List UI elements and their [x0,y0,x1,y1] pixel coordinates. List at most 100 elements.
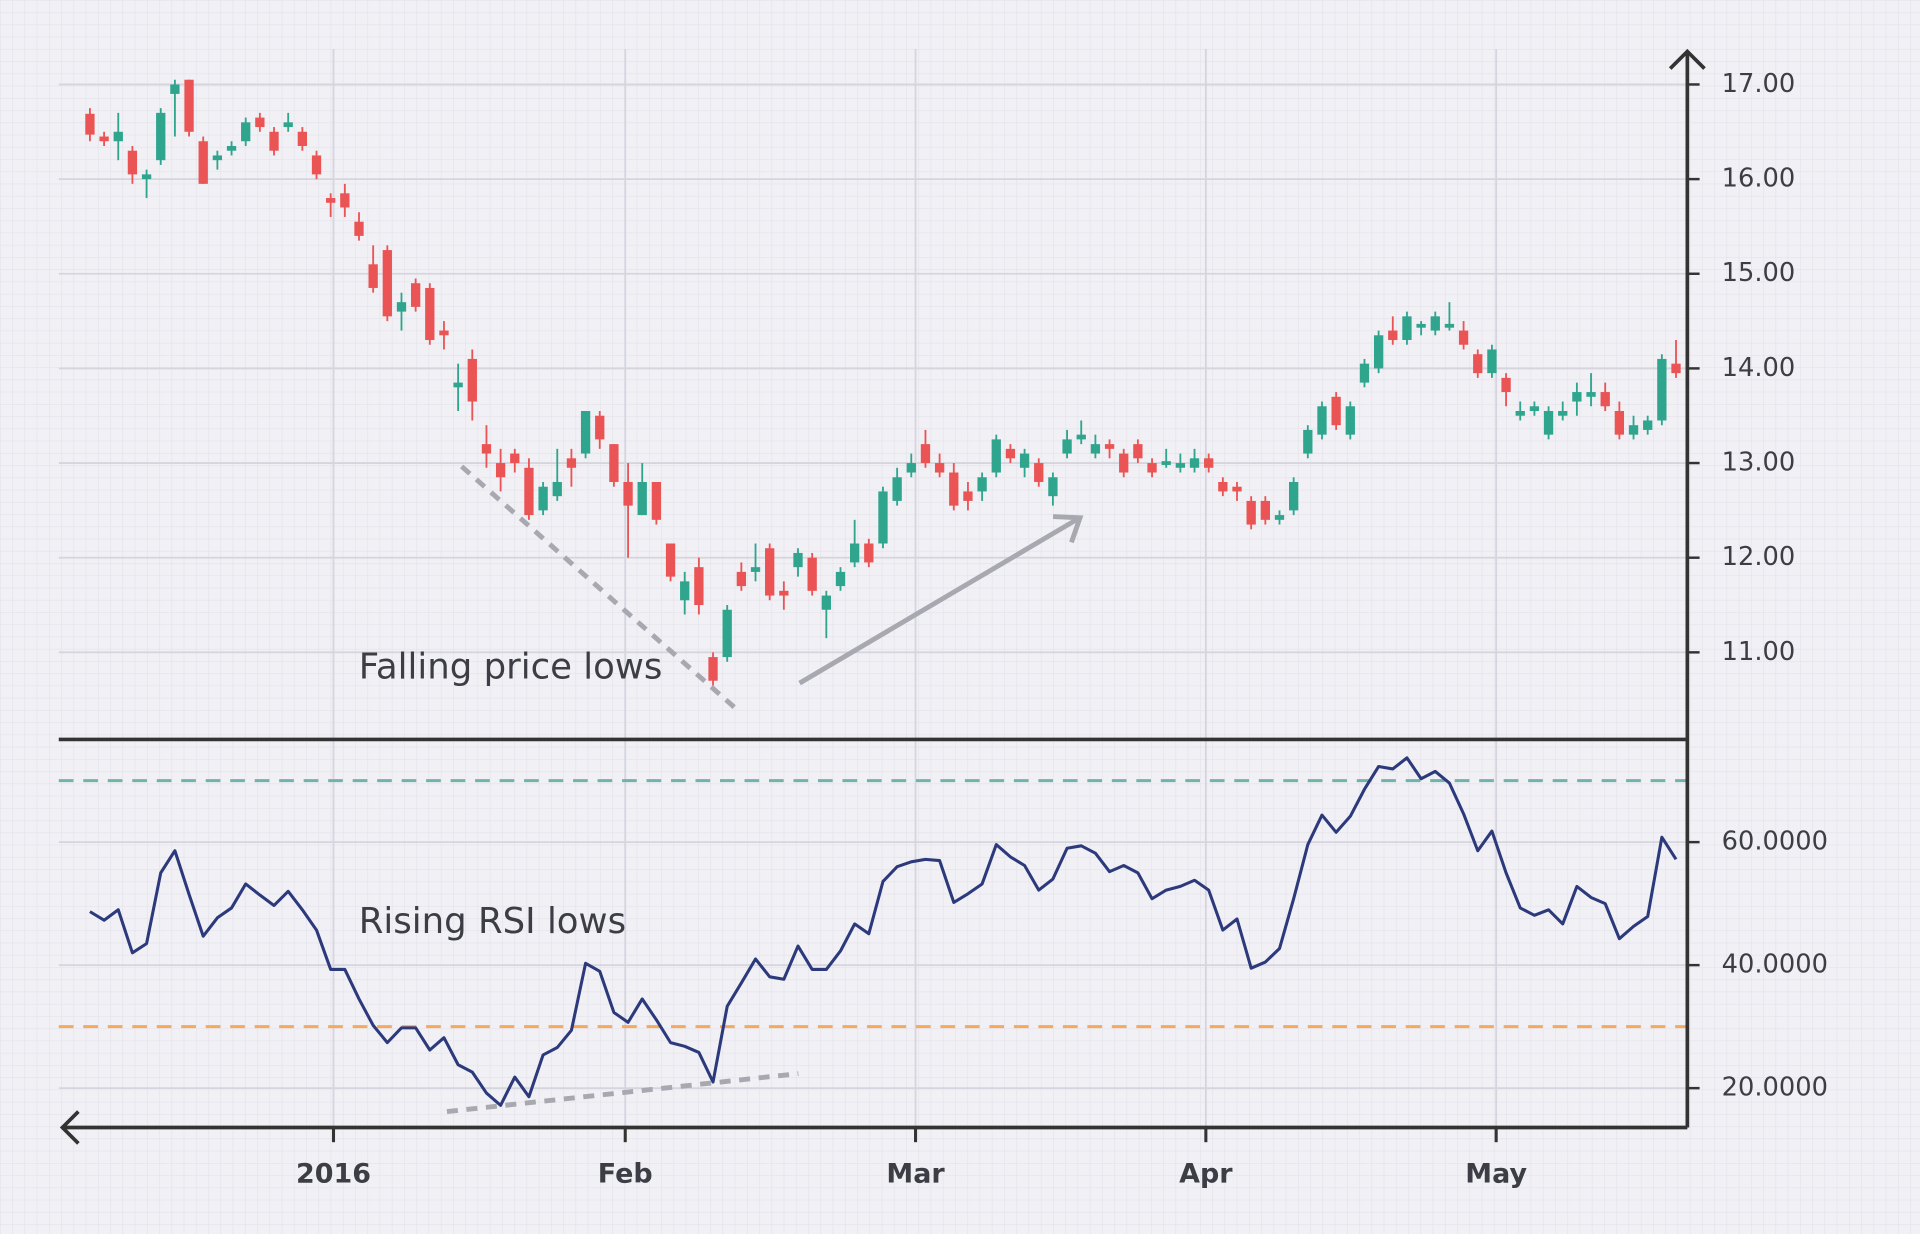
candle-body [198,141,208,184]
candle-body [694,567,704,606]
candle-body [722,609,732,658]
y-tick-label: 17.00 [1722,69,1796,99]
y-tick-label: 20.0000 [1722,1073,1828,1103]
candle-body [1458,330,1469,345]
candle-body [637,481,647,516]
y-tick-label: 11.00 [1722,637,1796,667]
candle-body [495,463,506,478]
candle-body [1090,444,1101,454]
candle-body [1204,458,1214,468]
candle-body [226,145,237,151]
candle-body [1487,349,1497,374]
candle-body [708,657,718,681]
candle-body [1373,335,1384,369]
candle-body [1005,448,1016,459]
candle-body [1274,515,1285,520]
candle-body [963,491,973,501]
candle-body [779,590,789,596]
candle-body [1515,410,1525,416]
annotation: Rising RSI lows [359,901,626,942]
candle-body [425,287,435,341]
y-tick-label: 16.00 [1722,164,1796,194]
x-tick-label: May [1465,1159,1527,1190]
axis-arrow [59,1110,80,1145]
candle-body [1600,392,1610,407]
arrow-head [1052,514,1084,544]
annotation: Falling price lows [359,646,663,687]
candle-body [1119,453,1129,473]
candle-body [99,136,109,142]
candle-body [241,122,251,142]
x-tick-label: Feb [598,1159,653,1190]
candle-body [141,174,152,180]
candle-body [255,117,265,128]
candle-body [396,302,407,312]
candle-body [1161,461,1171,465]
candle-body [1473,354,1483,374]
candle-body [184,79,194,132]
candle-body [269,131,279,151]
marks: 11.00 12.00 13.00 14.00 15.00 16.00 17.00 20.00… [58,69,1828,1190]
candle-body [934,463,945,473]
candle-body [566,458,577,468]
candle-body [538,486,548,511]
candle-body [864,543,874,563]
candle-body [1430,316,1440,331]
candle-body [793,552,803,568]
y-tick-label: 12.00 [1722,542,1796,572]
candle-body [1048,477,1058,497]
candle-body [1572,392,1582,402]
candle-body [1019,453,1030,468]
candle-body [1614,410,1625,435]
candle-body [680,581,690,601]
candle-body [580,410,591,454]
candle-body [481,444,492,454]
candle-body [609,444,619,482]
candle-body [821,595,831,610]
candle-body [410,283,421,307]
candle-body [1260,500,1270,520]
candle-body [1657,358,1667,421]
candle-body [991,439,1001,473]
candle-body [1529,406,1540,411]
candle-body [1643,420,1653,430]
candle-body [1416,323,1426,328]
x-tick-label: Mar [886,1159,945,1190]
candle-body [1246,500,1256,525]
candle-body [311,155,322,175]
candle-body [1331,396,1341,426]
candle-body [1388,330,1398,341]
candle-body [1218,481,1228,492]
candle-body [382,250,392,317]
candle-body [1402,316,1412,341]
candle-body [1076,434,1086,440]
candle-body [1558,410,1568,416]
y-tick-label: 15.00 [1722,258,1796,288]
candle-body [340,193,350,208]
candle-body [510,453,520,464]
candle-body [524,467,534,516]
candle-body [439,330,449,336]
candle-body [920,444,931,464]
candle-body [1147,463,1157,473]
candle-body [623,481,633,506]
candle-body [1104,444,1115,449]
y-tick-label: 60.0000 [1722,827,1828,857]
candle-body [736,571,747,587]
candle-body [1175,463,1186,468]
candle-body [1303,429,1313,454]
candle-body [1444,323,1455,328]
rsi-line [89,756,1678,1107]
candle-body [368,264,378,288]
candle-body [807,557,817,591]
axis-arrow [1668,48,1706,70]
candle-body [297,131,308,146]
candle-body [1543,410,1554,435]
candle-body [892,477,902,501]
candle-body [765,548,775,596]
x-tick-label: Apr [1179,1159,1233,1190]
candle-body [1034,463,1044,482]
candle-body [651,481,662,520]
